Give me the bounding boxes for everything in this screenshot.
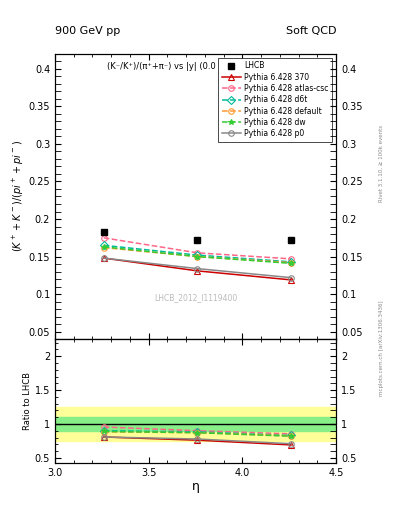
Y-axis label: $(K^+ + K^-)/(pi^+ + pi^-)$: $(K^+ + K^-)/(pi^+ + pi^-)$ [11,140,26,252]
Pythia 6.428 atlas-csc [289,256,294,262]
Bar [55,407,336,441]
Pythia 6.428 370 [289,277,294,283]
LHCB [195,237,200,243]
Text: mcplots.cern.ch [arXiv:1306.3436]: mcplots.cern.ch [arXiv:1306.3436] [379,301,384,396]
Bar [55,417,336,431]
Pythia 6.428 370 [195,268,200,274]
Pythia 6.428 default [289,260,294,266]
Line: Pythia 6.428 default: Pythia 6.428 default [101,245,294,265]
Pythia 6.428 dw [101,244,106,250]
Line: Pythia 6.428 d6t: Pythia 6.428 d6t [101,243,294,265]
Pythia 6.428 atlas-csc [101,234,106,241]
Legend: LHCB, Pythia 6.428 370, Pythia 6.428 atlas-csc, Pythia 6.428 d6t, Pythia 6.428 d: LHCB, Pythia 6.428 370, Pythia 6.428 atl… [218,57,332,142]
Line: Pythia 6.428 370: Pythia 6.428 370 [101,255,294,283]
Text: (K⁻/K⁺)/(π⁺+π⁻) vs |y| (0.0 < pₜ < 0.8 GeV): (K⁻/K⁺)/(π⁺+π⁻) vs |y| (0.0 < pₜ < 0.8 G… [107,62,285,71]
Pythia 6.428 d6t [195,252,200,258]
Text: Soft QCD: Soft QCD [286,26,336,36]
Line: Pythia 6.428 dw: Pythia 6.428 dw [101,244,294,266]
Pythia 6.428 p0 [289,274,294,281]
LHCB [101,229,106,235]
Pythia 6.428 370 [101,255,106,261]
Pythia 6.428 default [195,253,200,260]
Pythia 6.428 d6t [289,259,294,265]
Text: 900 GeV pp: 900 GeV pp [55,26,120,36]
Pythia 6.428 atlas-csc [195,250,200,256]
LHCB [289,237,294,243]
Text: Rivet 3.1.10, ≥ 100k events: Rivet 3.1.10, ≥ 100k events [379,125,384,202]
Y-axis label: Ratio to LHCB: Ratio to LHCB [23,372,32,430]
Text: LHCB_2012_I1119400: LHCB_2012_I1119400 [154,293,237,302]
Pythia 6.428 p0 [101,255,106,261]
Pythia 6.428 d6t [101,242,106,248]
Pythia 6.428 dw [289,260,294,266]
X-axis label: η: η [191,480,200,493]
Pythia 6.428 dw [195,253,200,260]
Pythia 6.428 p0 [195,266,200,272]
Line: Pythia 6.428 p0: Pythia 6.428 p0 [101,255,294,281]
Line: Pythia 6.428 atlas-csc: Pythia 6.428 atlas-csc [101,235,294,262]
Line: LHCB: LHCB [100,228,294,244]
Pythia 6.428 default [101,245,106,251]
